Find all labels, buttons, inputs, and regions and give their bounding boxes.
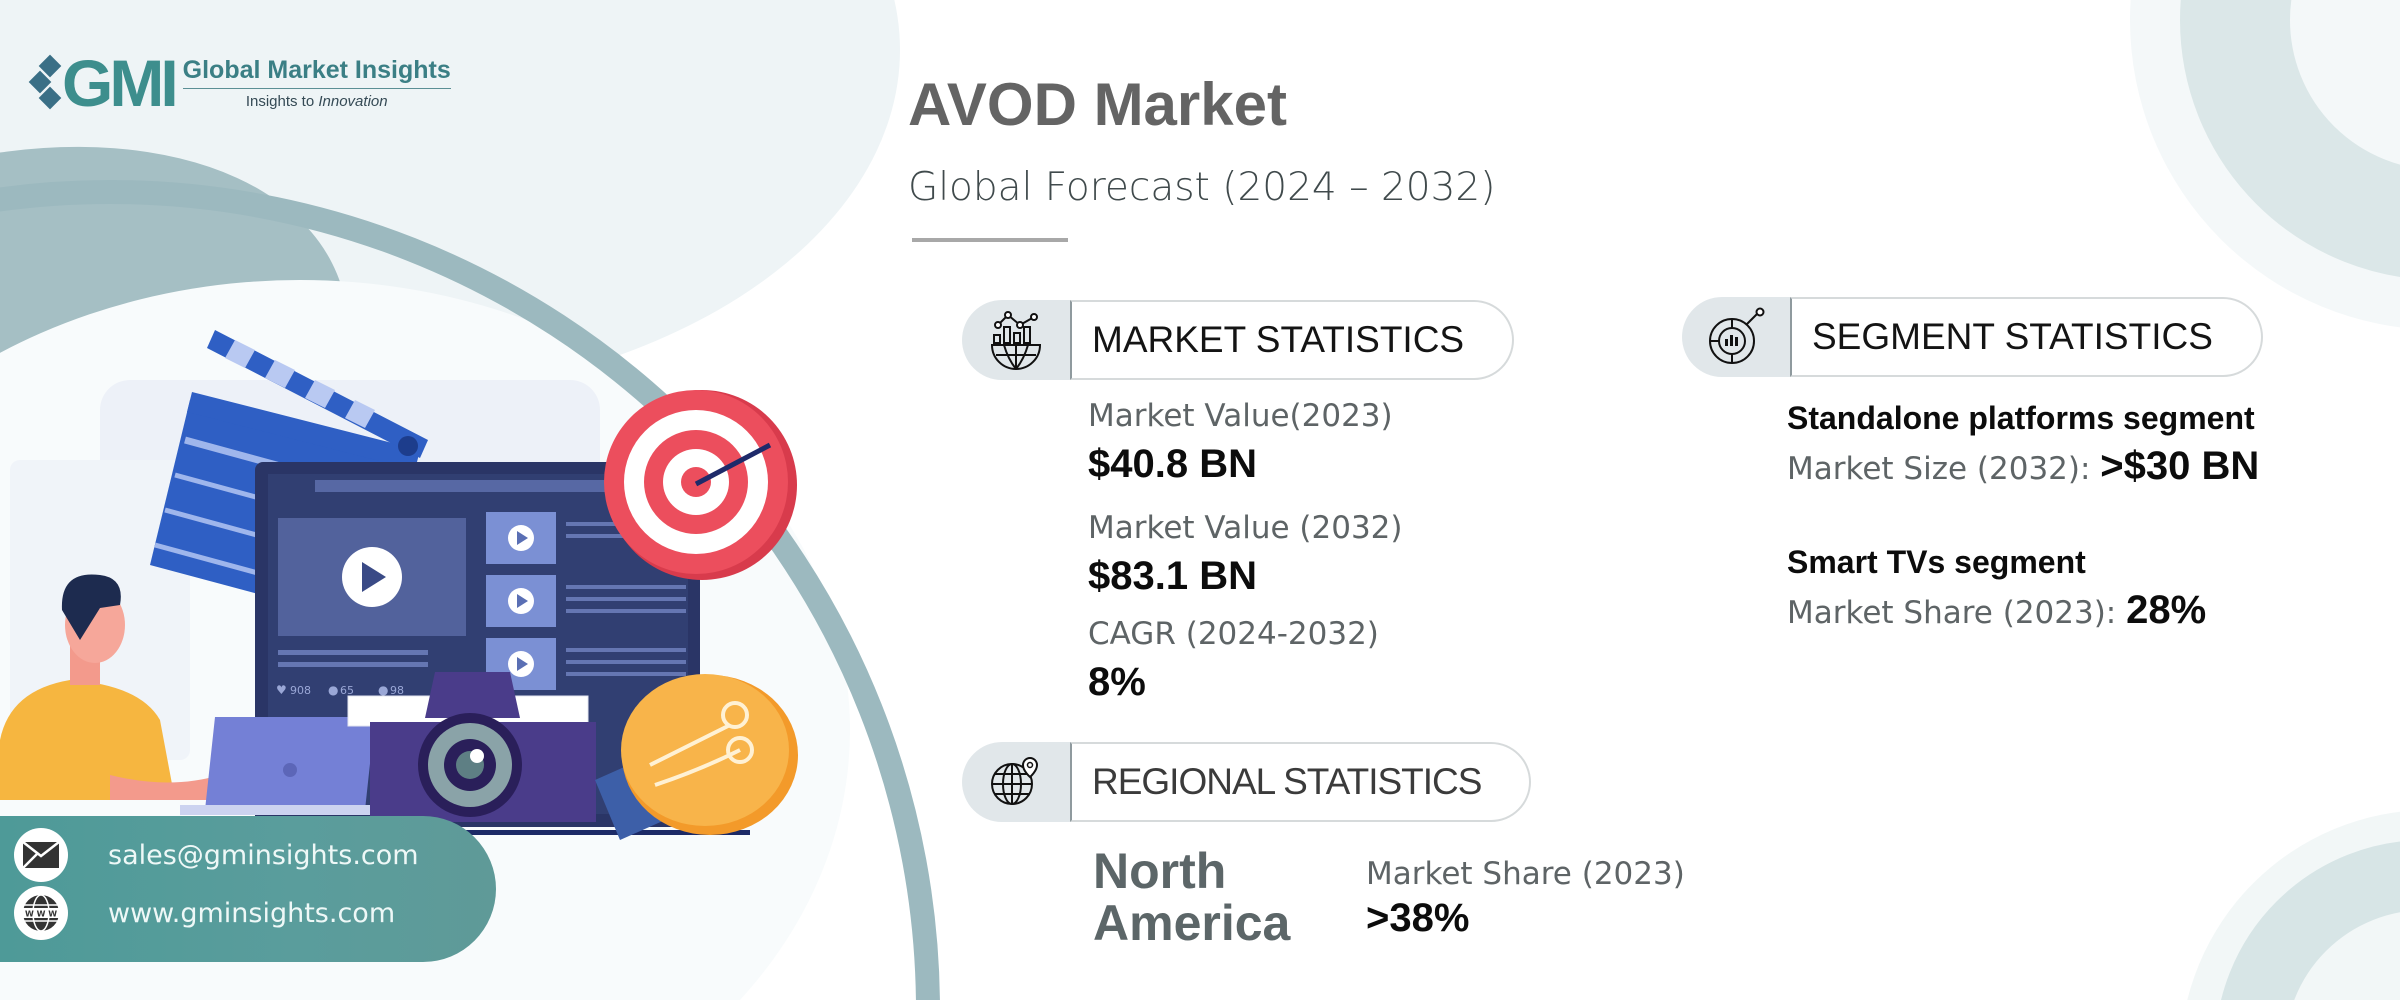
brand-tagline: Insights to Innovation [245,93,388,110]
segment-statistics-heading: SEGMENT STATISTICS [1790,297,2263,377]
svg-text:●: ● [378,683,388,697]
segment-statistics-header: SEGMENT STATISTICS [1682,297,2263,377]
svg-text:♥: ♥ [276,683,287,697]
page-subtitle: Global Forecast (2024 – 2032) [908,165,1496,210]
svg-text:●: ● [328,683,338,697]
market-value-2032: $83.1 BN [1088,554,1257,598]
diamond-logo-icon [28,52,62,114]
title-divider [912,238,1068,242]
laptop-icon [180,717,500,815]
logo-wordmark: Global Market Insights Insights to Innov… [182,56,451,110]
market-value-2023: $40.8 BN [1088,442,1257,486]
person-icon [0,574,220,800]
avod-illustration: 908 65 98 ♥ ● ● [0,330,798,840]
logo-gmi-text: GMI [62,46,179,120]
contact-website-row[interactable]: W W W www.gminsights.com [14,886,395,940]
svg-text:W W W: W W W [25,910,57,919]
segment-standalone-label: Market Size (2032): [1787,451,2091,487]
segment-smart-tv-title: Smart TVs segment [1787,544,2086,580]
segment-standalone-value: >$30 BN [2100,444,2260,488]
gmi-logo-mark: GMI [28,46,179,120]
segment-smart-tv-line: Market Share (2023): 28% [1787,588,2206,633]
market-statistics-heading: MARKET STATISTICS [1070,300,1515,380]
region-share-label: Market Share (2023) [1366,856,1685,892]
regional-statistics-heading: REGIONAL STATISTICS [1070,742,1532,822]
chart-globe-icon [962,300,1070,380]
market-statistics-header: MARKET STATISTICS [962,300,1515,380]
www-globe-icon: W W W [14,886,68,940]
segment-pie-chart-icon [1682,297,1790,377]
svg-text:98: 98 [390,684,404,697]
envelope-icon [14,828,68,882]
brand-name: Global Market Insights [182,56,451,89]
cagr-value: 8% [1088,660,1146,704]
camera-icon [347,672,596,822]
globe-pin-icon [962,742,1070,822]
regional-statistics-header: REGIONAL STATISTICS [962,742,1532,822]
target-icon [604,390,797,580]
svg-text:908: 908 [290,684,311,697]
market-value-2032-label: Market Value (2032) [1088,510,1403,546]
contact-email[interactable]: sales@gminsights.com [108,839,419,871]
contact-panel: sales@gminsights.com W W W www.gminsight… [0,816,496,962]
segment-smart-tv-label: Market Share (2023): [1787,595,2117,631]
segment-smart-tv-value: 28% [2126,588,2207,632]
contact-email-row[interactable]: sales@gminsights.com [14,828,419,882]
market-value-2023-label: Market Value(2023) [1088,398,1393,434]
contact-website[interactable]: www.gminsights.com [108,897,396,929]
svg-text:65: 65 [340,684,354,697]
cagr-label: CAGR (2024-2032) [1088,616,1379,652]
region-share-value: >38% [1366,896,1470,940]
segment-standalone-line: Market Size (2032): >$30 BN [1787,444,2259,489]
page-title: AVOD Market [908,71,1287,138]
gmi-logo: GMI Global Market Insights Insights to I… [28,46,451,120]
lightbulb-icon [595,674,798,840]
region-name: North America [1093,843,1291,951]
segment-standalone-title: Standalone platforms segment [1787,400,2255,436]
